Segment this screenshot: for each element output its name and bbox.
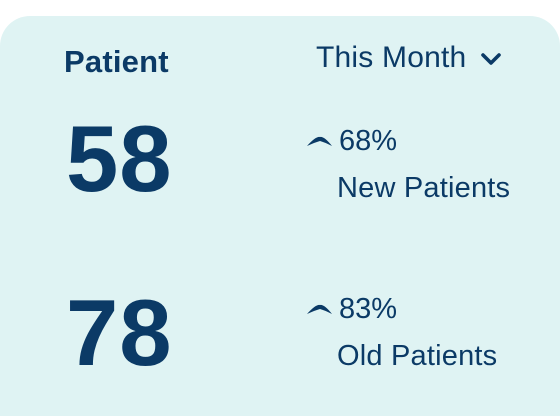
old-patients-change: 83% [306,292,397,326]
trend-up-icon [306,303,333,315]
change-percent: 68% [339,125,398,157]
period-select[interactable]: This Month [316,38,502,78]
period-select-label: This Month [316,41,467,74]
change-percent: 83% [339,293,398,325]
stat-label-old-patients: Old Patients [337,340,498,372]
stat-label-new-patients: New Patients [337,172,511,204]
chevron-down-icon [480,52,502,66]
new-patients-count: 58 [66,106,173,211]
patient-stats-card: Patient This Month 58 68% New Patients 7… [0,16,560,416]
trend-up-icon [306,135,333,147]
new-patients-change: 68% [306,124,397,158]
old-patients-count: 78 [66,280,173,385]
card-title: Patient [64,44,169,79]
